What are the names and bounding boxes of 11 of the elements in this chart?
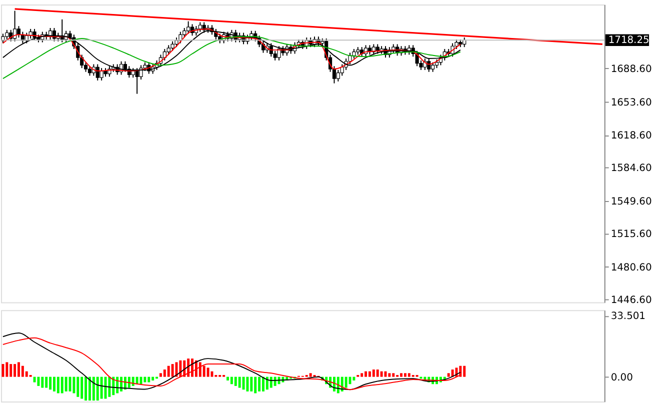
y-tick-label: 1653.60 — [610, 97, 652, 108]
y-tick-label: 1515.60 — [610, 229, 652, 240]
y-tick-label: 1549.60 — [610, 196, 652, 208]
y-tick-label: 1688.60 — [610, 64, 652, 75]
y-tick-label: 1446.60 — [610, 294, 652, 306]
y-tick-label: 1584.60 — [610, 163, 652, 174]
y-tick-label: 1618.60 — [610, 130, 652, 142]
ref-line-label: 1718.25 — [608, 35, 650, 46]
y-tick-label: 33.501 — [610, 311, 646, 322]
y-tick-label: 0.00 — [610, 372, 633, 384]
y-tick-label: 1480.60 — [610, 262, 652, 274]
